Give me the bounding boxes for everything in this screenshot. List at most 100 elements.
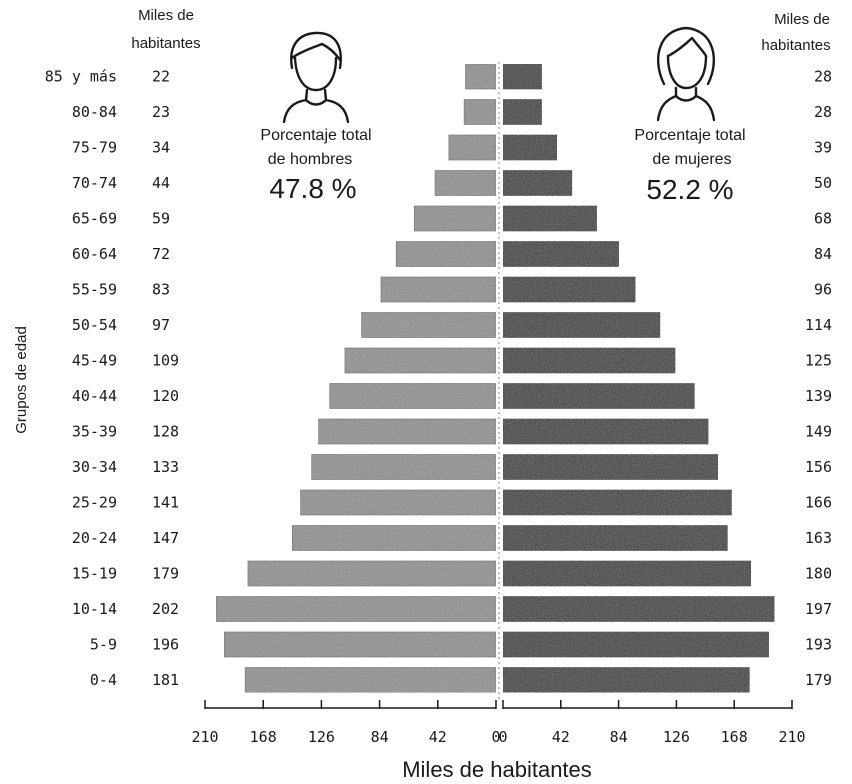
age-group-label: 25-29 <box>72 494 117 512</box>
female-bar <box>502 454 718 480</box>
female-bar <box>502 418 709 445</box>
female-bar <box>502 276 636 303</box>
female-value-label: 68 <box>814 210 832 228</box>
male-bar <box>247 560 497 587</box>
male-value-label: 59 <box>152 210 170 228</box>
women-percentage: 52.2 % <box>646 174 733 205</box>
female-value-label: 125 <box>805 352 832 370</box>
men-label-line2: de hombres <box>268 151 353 168</box>
age-group-label: 50-54 <box>72 316 117 334</box>
men-label-line1: Porcentaje total <box>260 127 371 144</box>
women-label-line2: de mujeres <box>652 151 731 168</box>
female-value-label: 28 <box>814 68 832 86</box>
x-tick-label-left: 210 <box>191 728 218 746</box>
age-group-label: 30-34 <box>72 458 117 476</box>
female-value-label: 84 <box>814 245 832 263</box>
woman-icon <box>656 26 716 122</box>
male-bar <box>311 454 497 480</box>
female-bar <box>502 99 542 125</box>
x-tick-label-left: 0 <box>491 728 500 746</box>
x-tick-label-right: 126 <box>663 728 690 746</box>
x-tick-label-left: 84 <box>371 728 389 746</box>
male-value-label: 141 <box>152 494 179 512</box>
male-bar <box>434 170 497 196</box>
age-group-label: 0-4 <box>90 671 117 689</box>
female-bar <box>502 170 573 196</box>
men-percentage: 47.8 % <box>269 173 356 204</box>
female-bar <box>502 596 775 622</box>
x-tick-label-right: 42 <box>552 728 570 746</box>
male-value-label: 120 <box>152 387 179 405</box>
female-value-label: 163 <box>805 529 832 547</box>
x-tick-label-right: 210 <box>778 728 805 746</box>
male-value-label: 128 <box>152 423 179 441</box>
male-value-label: 83 <box>152 281 170 299</box>
female-value-label: 114 <box>805 316 832 334</box>
male-bar <box>215 596 497 622</box>
left-values-header-line1: Miles de <box>138 7 194 24</box>
age-group-label: 20-24 <box>72 529 117 547</box>
female-bar <box>502 241 619 267</box>
x-tick-label-left: 42 <box>429 728 447 746</box>
male-bar <box>318 418 497 445</box>
male-value-label: 196 <box>152 636 179 654</box>
male-bar <box>300 489 497 516</box>
male-bar <box>344 347 497 374</box>
male-value-label: 97 <box>152 316 170 334</box>
female-bar <box>502 631 769 658</box>
female-bar <box>502 667 750 693</box>
age-group-label: 55-59 <box>72 281 117 299</box>
female-value-label: 180 <box>805 565 832 583</box>
male-value-label: 202 <box>152 600 179 618</box>
female-value-label: 179 <box>805 671 832 689</box>
male-value-label: 22 <box>152 68 170 86</box>
female-bar <box>502 560 752 587</box>
age-group-label: 65-69 <box>72 210 117 228</box>
male-bar <box>463 99 497 125</box>
female-bar <box>502 525 728 551</box>
x-tick-label-left: 126 <box>308 728 335 746</box>
x-tick-label-right: 84 <box>610 728 628 746</box>
female-value-label: 156 <box>805 458 832 476</box>
male-bar <box>329 383 497 409</box>
age-group-label: 5-9 <box>90 636 117 654</box>
x-tick-label-right: 0 <box>498 728 507 746</box>
female-value-label: 197 <box>805 600 832 618</box>
right-values-header-line2: habitantes <box>761 37 830 54</box>
female-value-label: 193 <box>805 636 832 654</box>
female-bar <box>502 312 661 338</box>
x-tick-label-left: 168 <box>250 728 277 746</box>
age-group-label: 75-79 <box>72 139 117 157</box>
male-bar <box>380 276 497 303</box>
male-bar <box>224 631 497 658</box>
y-axis-title: Grupos de edad <box>13 326 30 434</box>
female-value-label: 39 <box>814 139 832 157</box>
male-value-label: 34 <box>152 139 170 157</box>
man-icon <box>282 31 350 124</box>
age-group-label: 60-64 <box>72 245 117 263</box>
female-value-label: 166 <box>805 494 832 512</box>
male-value-label: 72 <box>152 245 170 263</box>
male-bar <box>291 525 497 551</box>
female-value-label: 139 <box>805 387 832 405</box>
age-group-label: 80-84 <box>72 103 117 121</box>
male-bar <box>465 63 497 90</box>
age-group-label: 45-49 <box>72 352 117 370</box>
left-values-header-line2: habitantes <box>131 35 200 52</box>
female-bar <box>502 134 557 161</box>
male-value-label: 23 <box>152 103 170 121</box>
female-value-label: 28 <box>814 103 832 121</box>
age-group-label: 35-39 <box>72 423 117 441</box>
male-bar <box>244 667 497 693</box>
male-bar <box>395 241 497 267</box>
x-tick-label-right: 168 <box>721 728 748 746</box>
female-bar <box>502 383 695 409</box>
age-group-label: 15-19 <box>72 565 117 583</box>
male-value-label: 109 <box>152 352 179 370</box>
female-value-label: 149 <box>805 423 832 441</box>
male-bar <box>448 134 497 161</box>
age-group-label: 70-74 <box>72 174 117 192</box>
female-bar <box>502 489 732 516</box>
male-value-label: 147 <box>152 529 179 547</box>
